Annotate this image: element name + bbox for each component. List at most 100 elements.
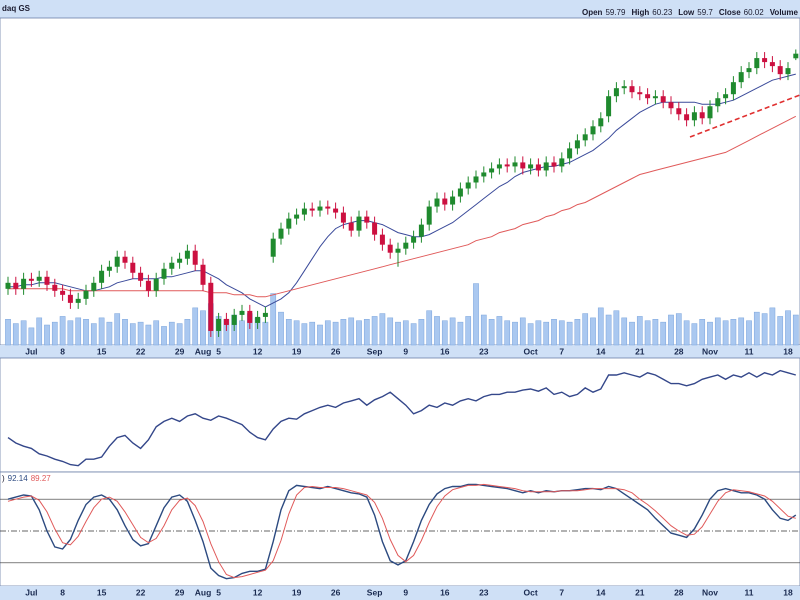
x-tick-label: Aug	[195, 587, 212, 597]
candle-body	[411, 236, 417, 243]
x-tick-label: 12	[253, 587, 263, 597]
candle-body	[75, 298, 81, 303]
volume-bar	[519, 317, 526, 346]
candle-body	[684, 114, 690, 121]
candle-body	[777, 66, 783, 75]
line	[7, 483, 796, 579]
volume-bar	[114, 313, 121, 346]
x-tick-label: Sep	[367, 587, 383, 597]
candle-body	[668, 102, 674, 109]
candle-body	[364, 216, 370, 223]
quote-label: Open	[582, 8, 603, 17]
volume-bar	[348, 317, 355, 346]
x-tick-label: Sep	[367, 346, 383, 356]
candle-body	[294, 214, 300, 219]
volume-bar	[161, 326, 167, 346]
volume-bar	[457, 321, 464, 346]
candle-body	[621, 86, 627, 89]
x-tick-label: 5	[216, 346, 221, 356]
trend-line	[689, 94, 800, 138]
x-tick-label: 11	[745, 587, 754, 597]
x-tick-label: 28	[674, 346, 684, 356]
volume-bar	[792, 314, 799, 346]
candle-body	[754, 58, 760, 69]
x-tick-label: 8	[60, 587, 65, 597]
quote-label: Volume	[770, 8, 799, 17]
x-tick-label: 19	[292, 587, 302, 597]
volume-bar	[106, 321, 113, 346]
quote-value: 59.7	[697, 8, 713, 17]
line	[7, 369, 796, 467]
x-tick-label: 9	[403, 587, 408, 597]
x-tick-label: 12	[253, 346, 263, 356]
candle-body	[278, 228, 284, 239]
x-tick-label: 21	[635, 346, 645, 356]
candle-body	[333, 208, 339, 213]
candle-body	[379, 234, 385, 245]
readout-start: )	[2, 474, 5, 483]
x-tick-label: Nov	[702, 346, 718, 356]
candle-body	[496, 164, 502, 169]
candle-body	[184, 250, 190, 259]
volume-bar	[137, 321, 144, 346]
x-tick-label: 29	[175, 587, 185, 597]
candle-body	[145, 280, 151, 291]
candle-body	[793, 53, 799, 59]
candle-body	[637, 92, 643, 95]
volume-bar	[660, 321, 667, 346]
x-tick-label: 22	[136, 587, 146, 597]
volume-bar	[699, 319, 706, 346]
quote-value: 60.23	[652, 8, 673, 17]
volume-bar	[488, 319, 495, 346]
x-tick-label: 14	[596, 587, 606, 597]
volume-bar	[36, 317, 43, 346]
candle-body	[395, 248, 401, 253]
candle-body	[489, 168, 495, 173]
volume-bar	[153, 320, 160, 346]
quote-label: Close	[719, 8, 741, 17]
volume-bar	[98, 317, 105, 346]
quote-label: Low	[678, 8, 695, 17]
volume-bar	[145, 324, 152, 346]
volume-bar	[527, 323, 534, 346]
x-tick-label: 29	[175, 346, 185, 356]
volume-bar	[605, 314, 612, 346]
candle-body	[286, 218, 292, 229]
candle-body	[426, 206, 432, 225]
candle-body	[192, 250, 198, 265]
volume-bar	[278, 311, 284, 346]
candle-body	[301, 208, 307, 215]
candle-body	[738, 72, 744, 83]
volume-bar	[449, 317, 456, 346]
candle-body	[629, 86, 635, 93]
volume-bar	[176, 323, 183, 346]
volume-bar	[340, 319, 347, 346]
volume-bar	[324, 320, 331, 346]
candle-body	[418, 224, 424, 237]
volume-bar	[668, 314, 674, 346]
x-tick-label: 11	[745, 346, 754, 356]
volume-bar	[629, 321, 635, 346]
candle-body	[769, 62, 775, 67]
indicator-panel	[0, 357, 800, 473]
candle-body	[262, 312, 268, 317]
volume-bar	[168, 321, 175, 346]
candle-body	[91, 282, 97, 291]
volume-bar	[473, 283, 479, 346]
volume-bar	[738, 317, 745, 346]
volume-bar	[512, 321, 518, 346]
x-tick-label: 7	[559, 346, 564, 356]
quote-value: 59.79	[605, 8, 626, 17]
line	[7, 483, 797, 580]
candle-body	[551, 162, 557, 167]
volume-bar	[714, 317, 721, 346]
volume-bar	[363, 319, 370, 346]
candle-body	[28, 278, 34, 281]
candle-body	[270, 238, 276, 257]
volume-bar	[90, 323, 97, 346]
candle-body	[543, 162, 549, 171]
volume-bar	[67, 320, 74, 346]
quote-value: 60.02	[744, 8, 765, 17]
candle-body	[200, 264, 206, 285]
